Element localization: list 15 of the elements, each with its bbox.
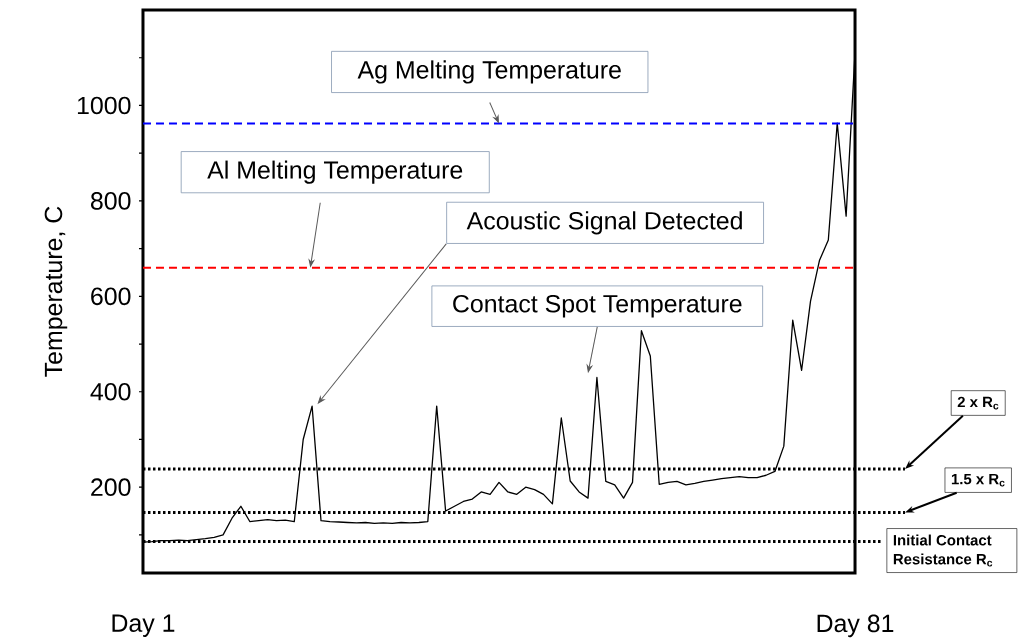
x-tick-label: Day 81 xyxy=(817,614,894,637)
y-axis-title: Temperature, C xyxy=(44,206,68,377)
ref-line-label: 1.5 x R$_{c}$ xyxy=(951,473,1005,487)
ref-line-label: Initial Contact Resistance R$_{c}$ xyxy=(893,534,993,567)
ref-line-label: 2 x R$_{c}$ xyxy=(957,396,999,410)
annotation: Acoustic Signal Detected xyxy=(466,211,742,235)
y-tick-label: 800 xyxy=(90,191,131,210)
y-tick-label: 200 xyxy=(91,478,131,496)
y-tick-label: 1000 xyxy=(77,96,131,115)
annotation: Contact Spot Temperature xyxy=(453,294,742,318)
x-tick-label: Day 1 xyxy=(112,614,175,637)
y-tick-label: 600 xyxy=(91,287,131,305)
ref-line-label: Al Melting Temperature xyxy=(207,160,463,184)
y-tick-label: 400 xyxy=(90,382,131,401)
ref-line-label: Ag Melting Temperature xyxy=(357,60,621,84)
